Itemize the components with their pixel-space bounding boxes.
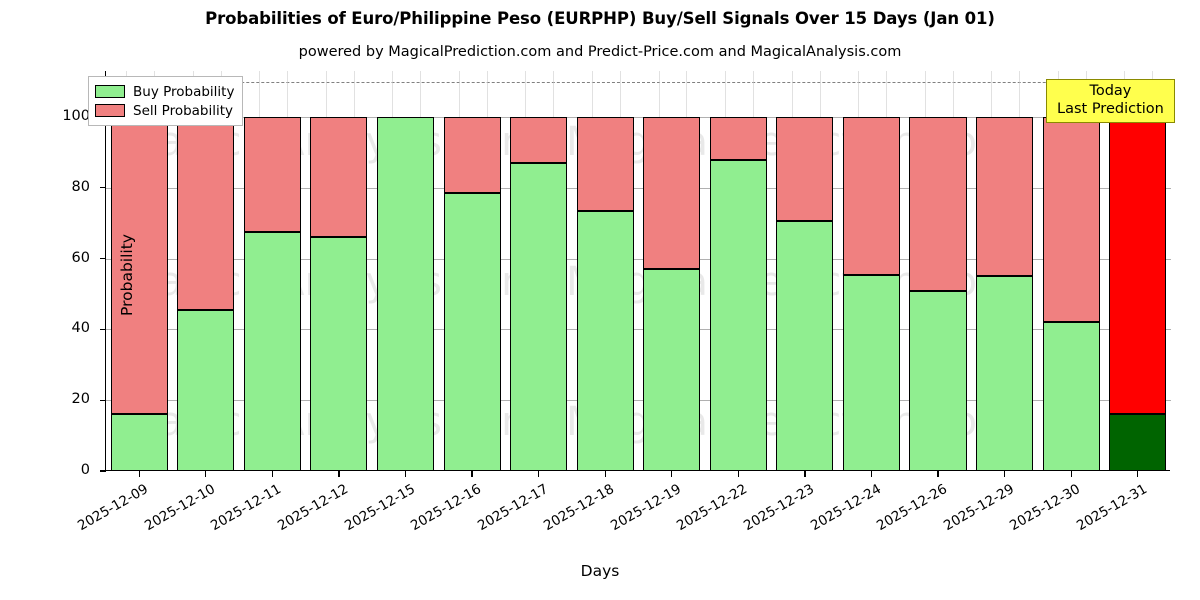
- bar-segment-sell[interactable]: [510, 117, 568, 163]
- y-tick-mark: [100, 399, 106, 401]
- bar-segment-sell[interactable]: [776, 117, 834, 222]
- bar-segment-sell[interactable]: [310, 117, 368, 238]
- x-tick-mark: [737, 471, 739, 477]
- today-annotation: Today Last Prediction: [1046, 79, 1175, 124]
- y-tick-mark: [100, 187, 106, 189]
- bar-segment-buy[interactable]: [510, 163, 568, 471]
- bar-segment-buy[interactable]: [376, 117, 435, 471]
- bar-segment-sell[interactable]: [842, 117, 900, 275]
- bar-group[interactable]: [643, 71, 701, 471]
- legend-item-buy: Buy Probability: [95, 82, 234, 101]
- bar-group[interactable]: [243, 71, 301, 471]
- x-tick-mark: [404, 471, 407, 477]
- bar-group[interactable]: [110, 71, 168, 471]
- gridline-top-dashed: [106, 81, 1171, 83]
- y-tick-label: 40: [71, 320, 90, 337]
- bar-segment-sell[interactable]: [1109, 117, 1167, 415]
- legend-item-sell: Sell Probability: [95, 101, 234, 120]
- legend-label-buy: Buy Probability: [133, 83, 235, 100]
- legend-swatch-sell: [95, 104, 125, 117]
- chart-legend: Buy Probability Sell Probability: [88, 76, 244, 126]
- bar-segment-buy[interactable]: [1042, 322, 1100, 471]
- x-tick-mark: [205, 471, 207, 477]
- bar-segment-sell[interactable]: [1042, 117, 1100, 323]
- today-annotation-line1: Today: [1089, 83, 1132, 99]
- bar-segment-buy[interactable]: [776, 221, 834, 471]
- bar-group[interactable]: [1109, 71, 1167, 471]
- bar-group[interactable]: [376, 71, 435, 471]
- bar-group[interactable]: [776, 71, 834, 471]
- legend-swatch-buy: [95, 85, 125, 98]
- bar-group[interactable]: [177, 71, 235, 471]
- bar-segment-buy[interactable]: [243, 232, 301, 471]
- gridline-y-80: [106, 187, 1171, 189]
- x-tick-mark: [1003, 471, 1006, 477]
- bar-segment-buy[interactable]: [177, 309, 235, 471]
- bar-group[interactable]: [976, 71, 1034, 471]
- bar-group[interactable]: [443, 71, 501, 471]
- x-tick-mark: [604, 471, 606, 477]
- x-tick-mark: [271, 471, 274, 477]
- legend-label-sell: Sell Probability: [133, 102, 234, 119]
- y-axis-title: Probability: [117, 234, 136, 316]
- y-tick-label: 20: [71, 391, 90, 408]
- bar-group[interactable]: [576, 71, 634, 471]
- bar-group[interactable]: [709, 71, 767, 471]
- bar-segment-buy[interactable]: [976, 276, 1034, 471]
- bar-segment-sell[interactable]: [643, 117, 701, 270]
- bar-segment-sell[interactable]: [443, 117, 501, 194]
- x-tick-mark: [870, 471, 873, 477]
- bar-segment-buy[interactable]: [443, 193, 501, 471]
- bar-segment-sell[interactable]: [709, 117, 767, 160]
- bars-layer: [106, 71, 1171, 471]
- x-tick-mark: [338, 471, 340, 477]
- bar-segment-buy[interactable]: [576, 210, 634, 471]
- bar-segment-sell[interactable]: [576, 117, 634, 211]
- x-tick-mark: [671, 471, 673, 477]
- gridline-y-100: [106, 117, 1171, 118]
- y-tick-mark: [100, 257, 106, 260]
- bar-segment-buy[interactable]: [310, 237, 368, 471]
- x-tick-mark: [471, 471, 473, 477]
- y-tick-label: 0: [80, 462, 90, 478]
- gridline-y-60: [106, 258, 1171, 260]
- y-tick-label: 100: [62, 108, 90, 124]
- x-tick-mark: [538, 471, 540, 477]
- bar-group[interactable]: [909, 71, 967, 471]
- bar-segment-sell[interactable]: [110, 117, 168, 415]
- bar-group[interactable]: [1042, 71, 1100, 471]
- bar-segment-sell[interactable]: [177, 117, 235, 310]
- x-tick-mark: [1070, 471, 1072, 477]
- y-tick-mark: [100, 328, 106, 331]
- bar-segment-buy[interactable]: [1109, 414, 1167, 471]
- x-tick-mark: [804, 471, 806, 477]
- bar-segment-sell[interactable]: [976, 117, 1034, 277]
- bar-segment-buy[interactable]: [110, 414, 168, 471]
- x-tick-mark: [138, 471, 140, 477]
- chart-subtitle: powered by MagicalPrediction.com and Pre…: [298, 44, 902, 60]
- bar-group[interactable]: [842, 71, 900, 471]
- bar-segment-buy[interactable]: [909, 290, 967, 471]
- bar-group[interactable]: [510, 71, 568, 471]
- plot-area: MagicalAnalysis.comMagicalPrediction.com…: [62, 71, 1171, 534]
- gridline-y-20: [106, 400, 1171, 402]
- bar-group[interactable]: [310, 71, 368, 471]
- x-tick-mark: [1137, 471, 1139, 477]
- today-annotation-line2: Last Prediction: [1057, 100, 1164, 117]
- bar-segment-buy[interactable]: [709, 159, 767, 471]
- bar-segment-buy[interactable]: [842, 274, 900, 471]
- gridline-y-40: [106, 329, 1171, 331]
- bar-segment-sell[interactable]: [909, 117, 967, 291]
- bar-segment-buy[interactable]: [643, 269, 701, 471]
- x-axis-title: Days: [580, 562, 620, 580]
- y-tick-label: 80: [71, 178, 90, 195]
- x-tick-mark: [937, 471, 939, 477]
- bar-segment-sell[interactable]: [243, 117, 301, 232]
- chart-title: Probabilities of Euro/Philippine Peso (E…: [205, 9, 995, 28]
- y-tick-mark: [100, 470, 106, 472]
- y-tick-label: 60: [71, 249, 90, 266]
